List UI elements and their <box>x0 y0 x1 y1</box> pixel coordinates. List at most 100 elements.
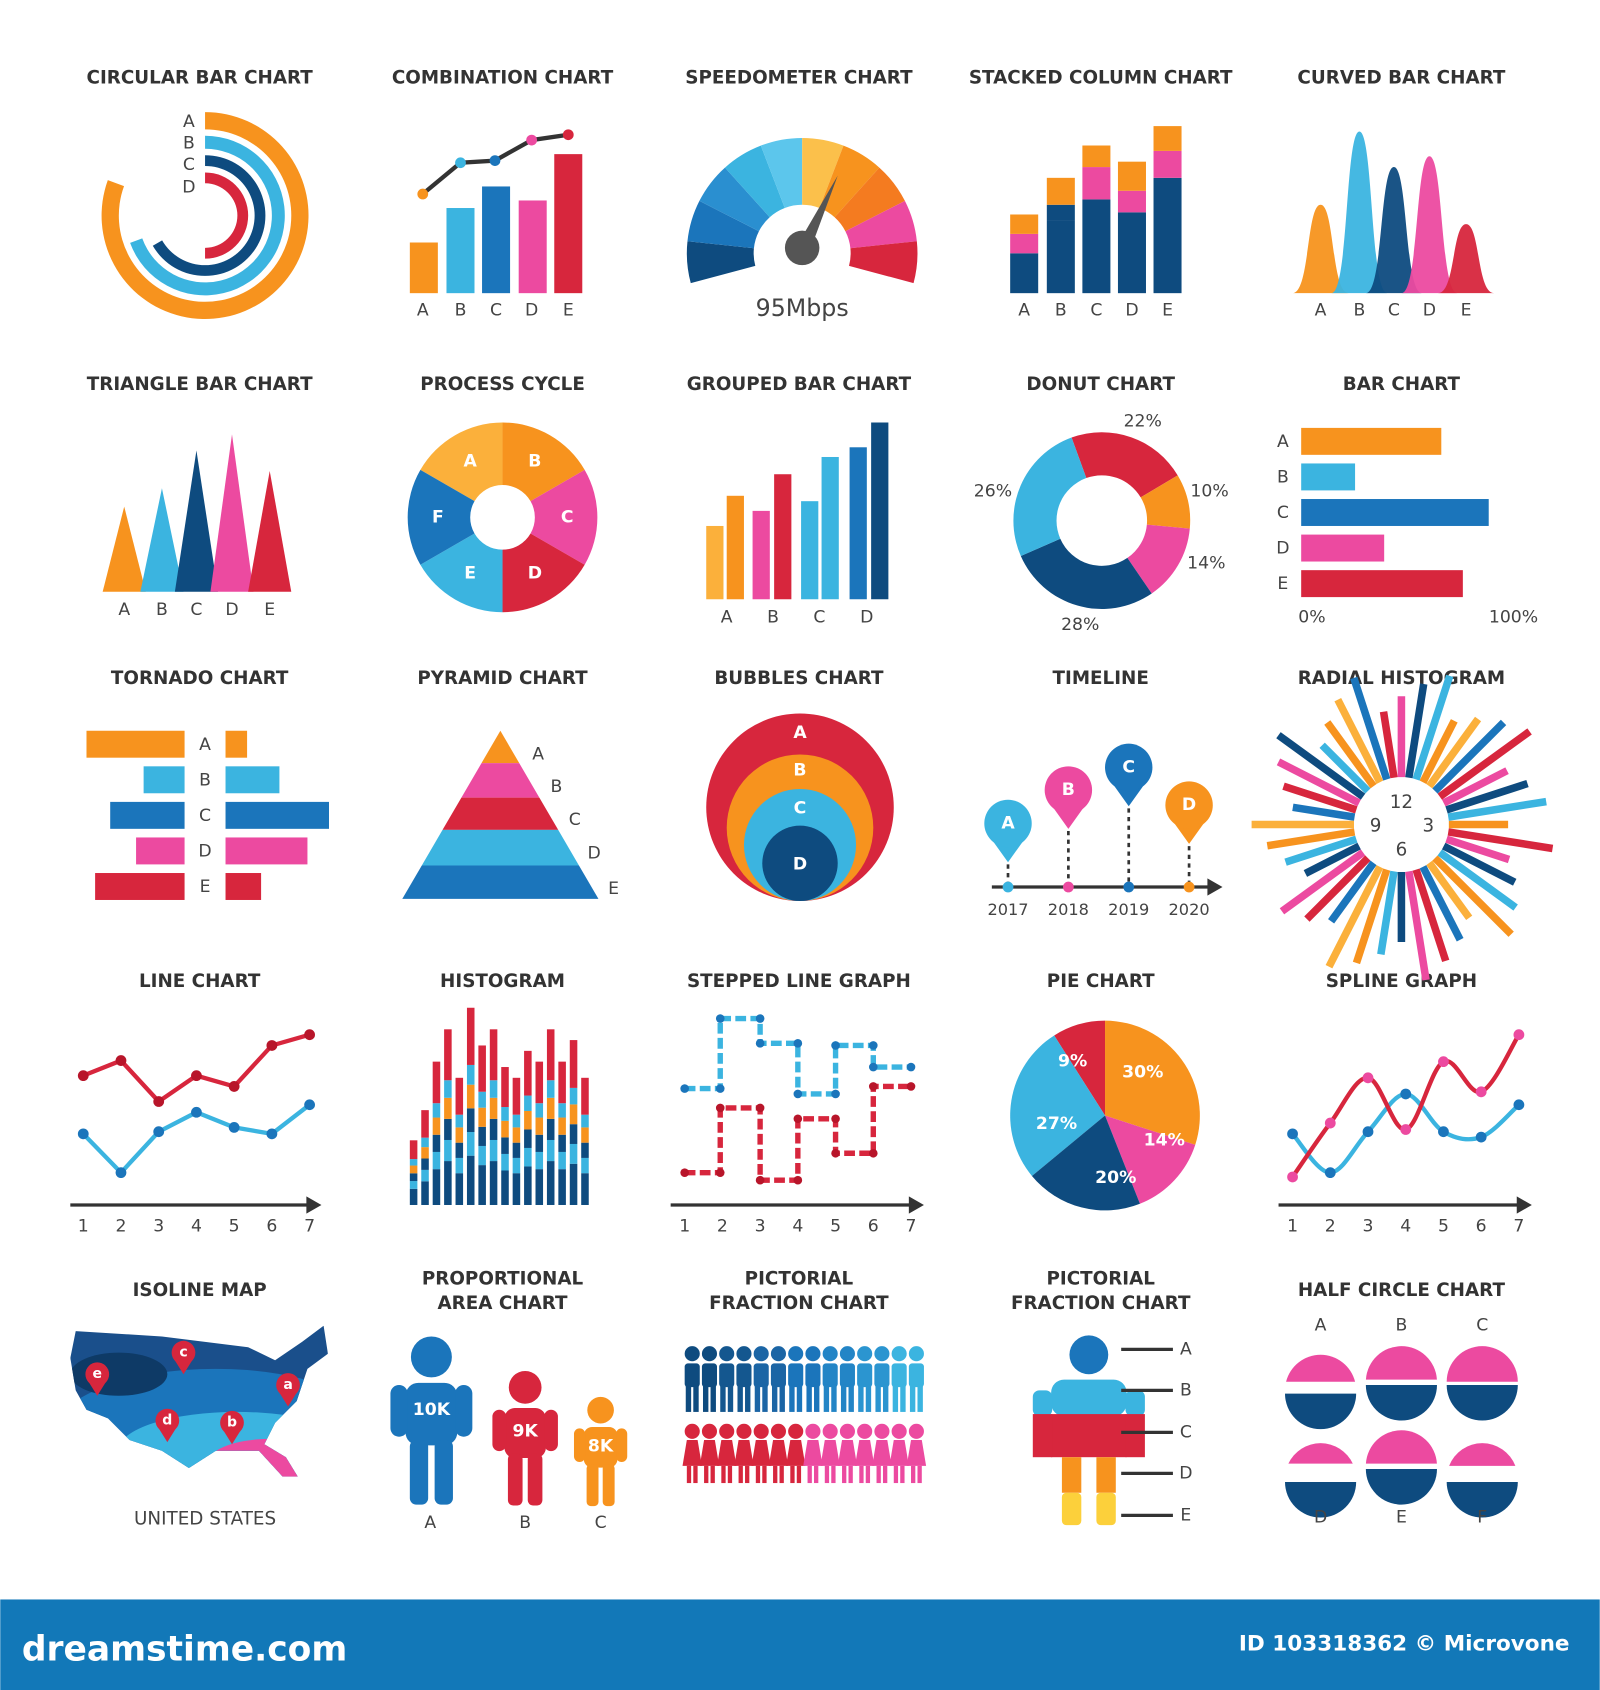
bin-segment <box>501 1107 509 1121</box>
figure-leg <box>686 1465 692 1484</box>
ray <box>1377 870 1398 955</box>
figure-head <box>839 1346 855 1362</box>
figure-leg <box>738 1465 743 1484</box>
person-band <box>1061 1457 1082 1493</box>
ray <box>1437 728 1532 800</box>
figure-leg <box>745 1465 750 1484</box>
figure-body <box>753 1363 769 1388</box>
ray <box>1276 758 1361 807</box>
label: D <box>1125 300 1138 320</box>
bin-segment <box>478 1045 486 1092</box>
step-point <box>715 1014 725 1023</box>
bin-segment <box>546 1029 555 1081</box>
person-head <box>508 1370 542 1404</box>
tile-title: AREA CHART <box>438 1293 569 1314</box>
figure-body <box>874 1363 890 1388</box>
person-arm <box>616 1428 628 1462</box>
ray <box>1325 865 1384 969</box>
label: 100% <box>1489 608 1538 628</box>
bar <box>1301 427 1442 455</box>
bar <box>1301 570 1463 598</box>
ray <box>1445 835 1511 864</box>
step-point <box>868 1082 878 1091</box>
trend-point <box>489 155 501 166</box>
donut-segment <box>1140 475 1191 529</box>
bin-segment <box>558 1117 566 1135</box>
ray <box>1334 697 1384 784</box>
ray <box>1426 716 1482 789</box>
label: C <box>1090 300 1102 320</box>
point <box>77 1128 89 1140</box>
half-cap <box>1365 1346 1437 1380</box>
label: E <box>1162 300 1173 320</box>
figure-head <box>753 1346 769 1362</box>
person-band <box>1051 1414 1127 1458</box>
label: D <box>525 300 538 320</box>
person-leg <box>586 1464 599 1507</box>
tile-title: COMBINATION CHART <box>392 68 614 89</box>
person-head <box>410 1336 452 1378</box>
figure-head <box>805 1346 821 1362</box>
tile-title: STACKED COLUMN CHART <box>969 68 1233 89</box>
label: 2 <box>1325 1217 1336 1237</box>
person-band <box>1096 1457 1116 1493</box>
figure-leg <box>876 1465 881 1484</box>
step-point <box>680 1084 689 1093</box>
tile-title: PROPORTIONAL <box>422 1268 584 1289</box>
ray <box>1447 797 1547 821</box>
bar <box>225 766 280 794</box>
ray <box>1324 720 1377 789</box>
gauge-segment <box>699 167 770 232</box>
label: B <box>767 608 779 628</box>
person-arm <box>455 1384 473 1437</box>
bin-segment <box>535 1134 544 1152</box>
person-band <box>1096 1492 1116 1526</box>
label: C <box>813 608 825 628</box>
figure-leg <box>710 1465 715 1484</box>
point <box>1438 1126 1449 1138</box>
ray <box>1266 828 1356 850</box>
bar <box>225 730 248 758</box>
label: C <box>569 810 581 830</box>
label: 0% <box>1298 608 1325 628</box>
bar <box>225 837 308 865</box>
figure-dress <box>837 1439 858 1466</box>
stack-segment <box>1082 145 1111 168</box>
figure-leg <box>917 1465 922 1484</box>
point <box>1400 1124 1412 1135</box>
bin-segment <box>409 1181 418 1189</box>
label: 3 <box>153 1217 164 1237</box>
figure-head <box>736 1346 752 1362</box>
bin-segment <box>432 1061 441 1104</box>
figure-body <box>736 1363 752 1388</box>
figure-leg <box>771 1384 778 1412</box>
label: 6 <box>868 1217 879 1237</box>
label: e <box>93 1366 103 1382</box>
bin-segment <box>478 1126 486 1146</box>
step-point <box>868 1041 878 1050</box>
donut-segment <box>1071 432 1178 498</box>
map-pin <box>220 1410 244 1435</box>
figure-head <box>770 1346 786 1362</box>
label: A <box>118 600 130 620</box>
figure-leg <box>831 1384 837 1412</box>
figure-leg <box>882 1465 888 1484</box>
figure-head <box>788 1423 804 1439</box>
cycle-step <box>530 469 598 565</box>
bar <box>849 447 867 600</box>
figure-leg <box>762 1465 767 1484</box>
stack-segment <box>1010 214 1039 234</box>
label: B <box>528 451 541 471</box>
person-arm <box>390 1384 408 1437</box>
triangle-bar <box>140 488 184 592</box>
person-arm <box>492 1409 507 1452</box>
bin-segment <box>489 1161 498 1205</box>
step-point <box>793 1114 803 1124</box>
triangle-bar <box>174 450 218 592</box>
gauge-segment <box>687 200 759 249</box>
figure-leg <box>710 1384 716 1412</box>
step-line <box>684 1083 912 1183</box>
pin <box>1105 743 1153 792</box>
